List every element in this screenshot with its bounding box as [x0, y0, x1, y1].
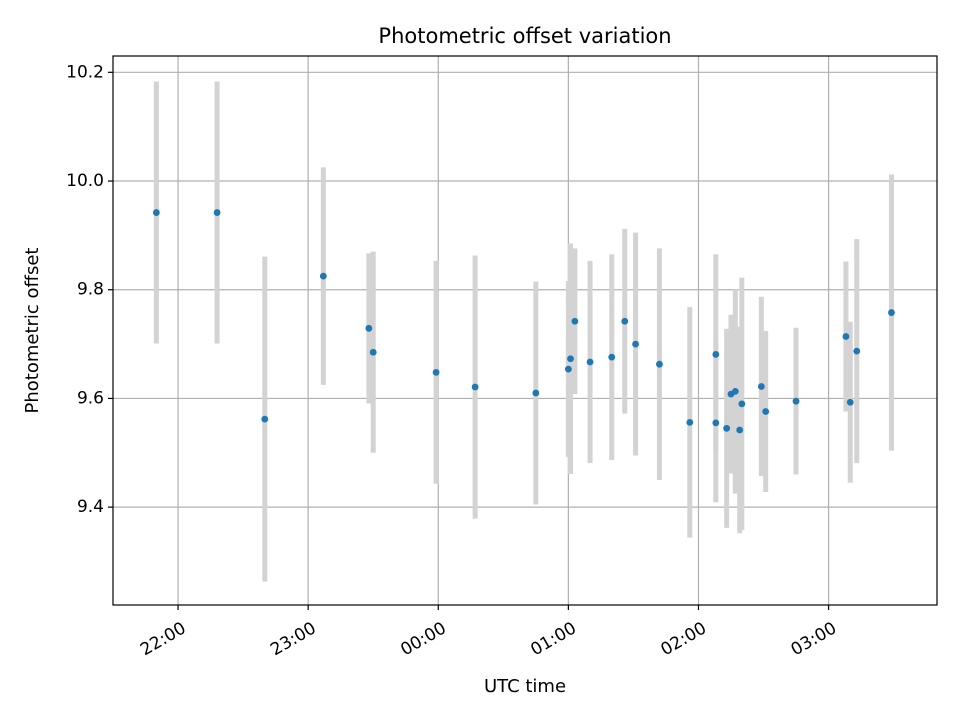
chart-title: Photometric offset variation — [378, 24, 671, 48]
data-point — [319, 272, 327, 280]
plot-area-frame — [112, 55, 938, 606]
y-tick-label: 9.8 — [77, 280, 104, 300]
data-point — [152, 209, 160, 216]
data-point — [656, 360, 663, 368]
data-point — [471, 383, 479, 391]
data-point — [567, 355, 574, 363]
data-point — [712, 351, 720, 358]
data-point — [731, 387, 739, 395]
data-point — [762, 408, 770, 415]
y-axis-ticks: 9.4 9.6 9.8 10.0 10.2 — [66, 62, 113, 517]
data-point — [571, 317, 579, 325]
data-point — [586, 358, 594, 366]
data-point — [369, 348, 377, 356]
data-point — [723, 424, 731, 432]
data-point — [608, 353, 616, 361]
y-tick-label: 9.6 — [77, 388, 104, 408]
data-point — [632, 340, 639, 348]
y-tick-label: 9.4 — [77, 497, 104, 517]
data-point — [736, 426, 744, 434]
data-point — [888, 309, 895, 316]
grid-lines — [113, 56, 937, 605]
y-tick-label: 10.2 — [66, 62, 104, 82]
data-point — [712, 419, 720, 427]
data-points — [152, 209, 895, 434]
data-point — [846, 398, 854, 406]
y-tick-label: 10.0 — [66, 171, 104, 191]
data-point — [261, 415, 269, 423]
x-axis-title: UTC time — [484, 676, 566, 697]
data-point — [365, 324, 373, 332]
data-point — [738, 400, 746, 408]
data-point — [213, 209, 221, 216]
data-point — [686, 418, 694, 426]
data-point — [621, 317, 629, 325]
data-point — [792, 397, 800, 405]
data-point — [757, 383, 765, 390]
data-point — [532, 389, 540, 397]
y-axis-title: Photometric offset — [22, 248, 43, 414]
data-point — [432, 368, 440, 376]
data-point — [853, 347, 861, 355]
data-point — [842, 333, 850, 340]
data-point — [564, 365, 572, 373]
